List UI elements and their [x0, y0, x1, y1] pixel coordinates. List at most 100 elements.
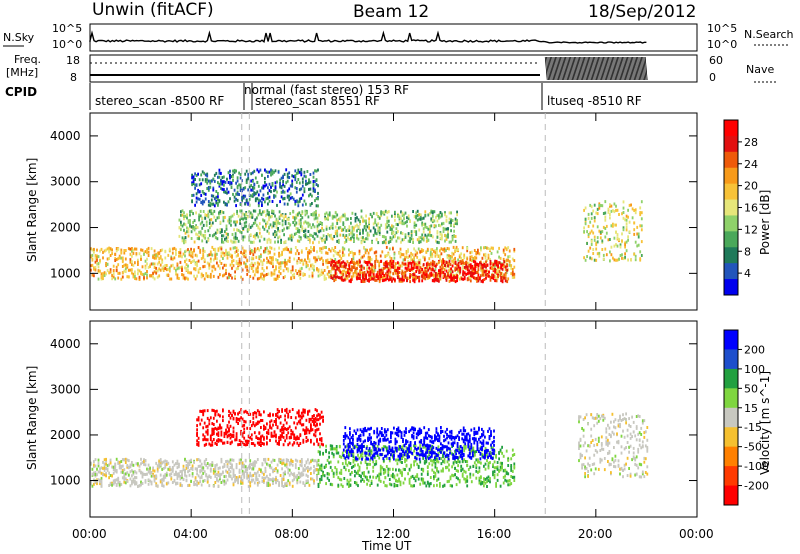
power-cell: [359, 273, 361, 277]
power-cell: [334, 274, 337, 278]
power-cell: [202, 255, 205, 259]
power-cell: [134, 275, 136, 279]
power-cell: [299, 213, 302, 217]
velocity-cell: [319, 416, 321, 420]
velocity-cell: [216, 443, 218, 446]
power-cell: [366, 268, 368, 272]
power-cell: [325, 237, 328, 241]
velocity-cell: [205, 463, 208, 467]
velocity-cell: [282, 428, 285, 431]
power-cell: [491, 273, 493, 277]
velocity-cell: [293, 477, 296, 481]
power-cell: [393, 252, 396, 256]
power-cell: [239, 221, 241, 225]
power-cell: [201, 202, 204, 206]
power-cell: [235, 246, 238, 250]
power-cell: [111, 277, 113, 281]
power-cell: [448, 240, 451, 244]
power-cell: [293, 272, 296, 276]
power-cell: [360, 256, 362, 260]
velocity-cell: [304, 483, 306, 487]
velocity-cell: [176, 474, 179, 478]
power-cell: [490, 251, 493, 255]
power-cell: [427, 274, 430, 278]
power-cell: [239, 218, 241, 222]
power-cell: [412, 260, 414, 264]
power-cell: [265, 222, 267, 226]
velocity-cell: [304, 410, 306, 414]
power-cell: [454, 235, 457, 238]
velocity-cell: [278, 436, 280, 440]
power-cell: [207, 229, 210, 233]
power-cell: [298, 188, 301, 192]
velocity-cell: [229, 436, 232, 440]
velocity-cell: [149, 479, 151, 483]
power-cell: [323, 276, 326, 280]
power-cell: [284, 275, 286, 278]
power-cell: [381, 269, 384, 273]
power-cell: [131, 268, 133, 272]
power-cell: [272, 211, 275, 215]
power-cell: [257, 213, 260, 217]
power-cell: [171, 263, 174, 267]
power-cell: [362, 231, 364, 235]
power-cell: [318, 240, 320, 244]
power-cell: [313, 248, 315, 252]
power-cell: [117, 276, 120, 280]
power-cell: [503, 265, 506, 269]
power-cell: [472, 269, 475, 273]
power-cell: [497, 275, 499, 279]
power-cell: [254, 197, 257, 201]
velocity-cell: [300, 460, 303, 464]
velocity-cell: [229, 475, 232, 479]
power-cell: [232, 259, 235, 263]
power-cell: [389, 226, 392, 230]
power-cell: [129, 260, 132, 264]
power-cell: [284, 247, 286, 251]
power-cell: [408, 254, 411, 258]
power-cell: [250, 261, 253, 265]
power-cell: [394, 235, 396, 239]
power-cell: [384, 226, 387, 230]
velocity-cell: [206, 466, 209, 470]
power-cell: [375, 223, 378, 227]
power-cell: [378, 272, 381, 276]
velocity-cell: [199, 459, 202, 463]
velocity-cell: [197, 474, 200, 478]
power-cell: [204, 216, 207, 220]
power-cell: [244, 202, 247, 206]
power-cell: [639, 206, 642, 210]
power-cell: [422, 216, 425, 220]
power-cell: [386, 262, 389, 266]
velocity-cell: [269, 414, 271, 418]
power-cell: [191, 200, 193, 204]
velocity-cell: [291, 463, 294, 467]
power-cell: [225, 268, 227, 272]
velocity-cell: [250, 479, 253, 483]
power-cell: [480, 248, 482, 252]
power-cell: [304, 273, 306, 277]
power-cell: [129, 252, 132, 256]
power-cell: [491, 276, 493, 279]
power-cell: [407, 234, 410, 238]
power-cell: [439, 231, 442, 235]
power-cell: [343, 214, 346, 218]
power-cell: [266, 229, 269, 233]
power-cell: [450, 229, 452, 233]
power-cell: [341, 246, 344, 250]
velocity-cell: [237, 476, 239, 480]
velocity-cell: [96, 479, 98, 483]
power-cell: [372, 272, 375, 276]
power-cell: [275, 267, 277, 271]
velocity-cell: [249, 471, 252, 475]
power-cell: [241, 246, 244, 250]
velocity-cell: [260, 444, 262, 447]
power-cell: [276, 276, 279, 280]
power-cell: [217, 195, 219, 199]
power-cell: [353, 262, 355, 266]
power-cell: [331, 237, 334, 241]
power-cell: [219, 273, 221, 277]
power-cell: [356, 236, 358, 240]
velocity-cell: [117, 481, 120, 485]
